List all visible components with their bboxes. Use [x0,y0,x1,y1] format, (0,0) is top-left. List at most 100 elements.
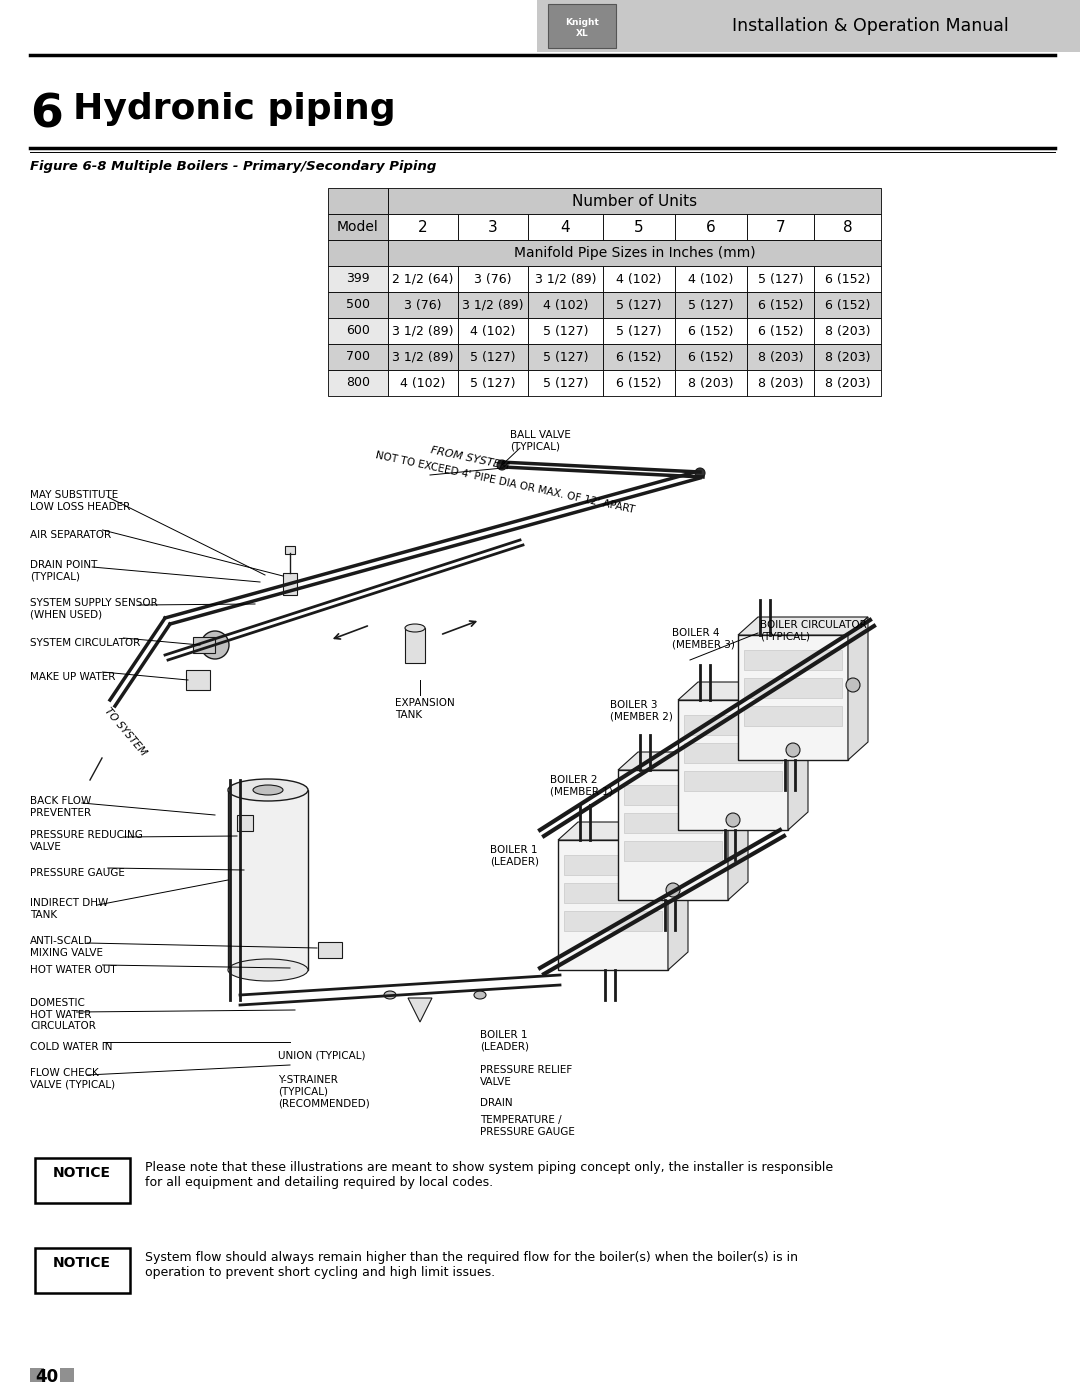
Polygon shape [788,682,808,830]
Bar [328,265,388,292]
Bar [528,370,603,395]
Bar [528,214,603,240]
Bar [675,214,747,240]
Ellipse shape [786,743,800,757]
Text: 2: 2 [418,219,428,235]
Ellipse shape [666,883,680,897]
Text: 700: 700 [346,351,370,363]
Bar [328,319,388,344]
Bar [564,855,662,875]
Bar [603,292,675,319]
Text: INDIRECT DHW
TANK: INDIRECT DHW TANK [30,898,108,919]
Bar [285,546,295,555]
Bar [388,214,458,240]
Text: Knight
XL: Knight XL [565,18,599,38]
Bar [675,319,747,344]
Text: 3 1/2 (89): 3 1/2 (89) [462,299,524,312]
Text: BOILER 2
(MEMBER 1): BOILER 2 (MEMBER 1) [550,775,612,796]
Bar [603,319,675,344]
Text: 2 1/2 (64): 2 1/2 (64) [392,272,454,285]
Bar [458,319,528,344]
Text: BACK FLOW
PREVENTER: BACK FLOW PREVENTER [30,796,91,817]
Ellipse shape [726,813,740,827]
Polygon shape [848,617,868,760]
Text: 6 (152): 6 (152) [758,299,804,312]
Ellipse shape [253,785,283,795]
Text: 4 (102): 4 (102) [617,272,662,285]
Text: DRAIN POINT
(TYPICAL): DRAIN POINT (TYPICAL) [30,560,97,581]
Text: 8 (203): 8 (203) [825,324,870,338]
Text: DOMESTIC
HOT WATER
CIRCULATOR: DOMESTIC HOT WATER CIRCULATOR [30,997,96,1031]
Text: 5 (127): 5 (127) [617,299,662,312]
Text: PRESSURE REDUCING
VALVE: PRESSURE REDUCING VALVE [30,830,143,852]
Text: UNION (TYPICAL): UNION (TYPICAL) [278,1051,365,1060]
Text: 8 (203): 8 (203) [758,377,804,390]
Bar [558,840,669,970]
Ellipse shape [474,990,486,999]
Text: 6: 6 [706,219,716,235]
Bar [458,265,528,292]
Bar [388,370,458,395]
Text: 4 (102): 4 (102) [401,377,446,390]
Text: 3 1/2 (89): 3 1/2 (89) [392,351,454,363]
Bar [738,636,848,760]
Text: System flow should always remain higher than the required flow for the boiler(s): System flow should always remain higher … [145,1250,798,1280]
Bar [458,214,528,240]
Text: 4 (102): 4 (102) [688,272,733,285]
Text: Please note that these illustrations are meant to show system piping concept onl: Please note that these illustrations are… [145,1161,833,1189]
Polygon shape [618,752,748,770]
Text: TEMPERATURE /
PRESSURE GAUGE: TEMPERATURE / PRESSURE GAUGE [480,1115,575,1137]
Bar [675,265,747,292]
Text: Hydronic piping: Hydronic piping [73,92,395,126]
Bar [564,911,662,930]
Text: 800: 800 [346,377,370,390]
Text: BOILER 4
(MEMBER 3): BOILER 4 (MEMBER 3) [672,629,734,650]
Bar [624,841,723,861]
Text: PRESSURE RELIEF
VALVE: PRESSURE RELIEF VALVE [480,1065,572,1087]
Text: NOT TO EXCEED 4' PIPE DIA OR MAX. OF 12' APART: NOT TO EXCEED 4' PIPE DIA OR MAX. OF 12'… [375,450,636,515]
Bar [747,265,814,292]
Text: PRESSURE GAUGE: PRESSURE GAUGE [30,868,125,877]
Text: SYSTEM SUPPLY SENSOR
(WHEN USED): SYSTEM SUPPLY SENSOR (WHEN USED) [30,598,158,620]
Bar [388,292,458,319]
Polygon shape [728,752,748,900]
Text: BOILER 1
(LEADER): BOILER 1 (LEADER) [480,1030,529,1052]
Bar [814,265,881,292]
Bar [814,319,881,344]
Bar [388,265,458,292]
Text: AIR SEPARATOR: AIR SEPARATOR [30,529,111,541]
Bar [675,344,747,370]
Bar [814,370,881,395]
Text: 5 (127): 5 (127) [617,324,662,338]
Bar [684,743,782,763]
Text: HOT WATER OUT: HOT WATER OUT [30,965,117,975]
Bar [744,678,842,698]
Text: 8 (203): 8 (203) [758,351,804,363]
Text: BOILER 1
(LEADER): BOILER 1 (LEADER) [490,845,539,866]
Text: BOILER 3
(MEMBER 2): BOILER 3 (MEMBER 2) [610,700,673,722]
Text: 8 (203): 8 (203) [688,377,733,390]
Text: MAY SUBSTITUTE
LOW LOSS HEADER: MAY SUBSTITUTE LOW LOSS HEADER [30,490,131,511]
Bar [528,344,603,370]
Text: SYSTEM CIRCULATOR: SYSTEM CIRCULATOR [30,638,140,648]
Bar [747,344,814,370]
Text: 6 (152): 6 (152) [617,351,662,363]
Bar [548,4,616,47]
Bar [30,1368,44,1382]
Text: 6 (152): 6 (152) [825,272,870,285]
Ellipse shape [497,460,507,469]
Text: DRAIN: DRAIN [480,1098,513,1108]
Ellipse shape [228,958,308,981]
Text: BALL VALVE
(TYPICAL): BALL VALVE (TYPICAL) [510,430,571,451]
Bar [675,370,747,395]
Text: 5 (127): 5 (127) [543,377,589,390]
Bar [193,637,215,652]
Bar [564,883,662,902]
Ellipse shape [696,468,705,478]
Text: 500: 500 [346,299,370,312]
Bar [747,292,814,319]
Text: 5 (127): 5 (127) [688,299,733,312]
Text: 5 (127): 5 (127) [470,351,516,363]
Text: 40: 40 [36,1368,58,1386]
Bar [624,813,723,833]
